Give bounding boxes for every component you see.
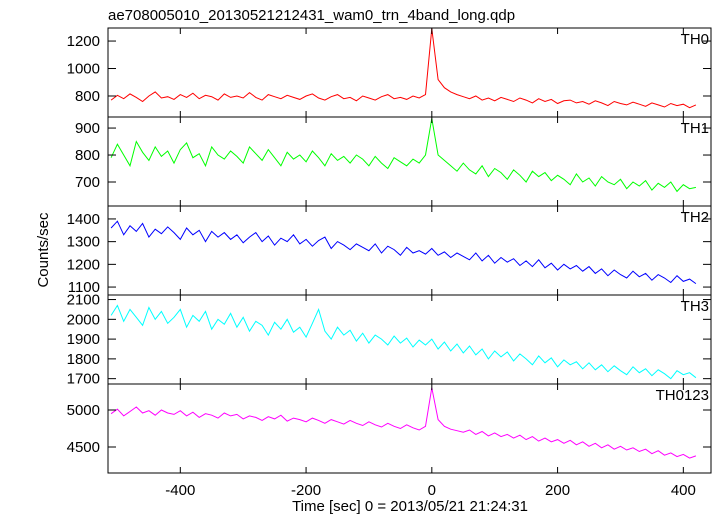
x-axis-label: Time [sec] 0 = 2013/05/21 21:24:31 bbox=[292, 498, 528, 515]
panel-label: TH2 bbox=[681, 209, 709, 226]
y-axis-label: Counts/sec bbox=[35, 212, 52, 288]
y-tick-label: 1800 bbox=[67, 351, 100, 368]
y-tick-label: 900 bbox=[75, 120, 100, 137]
light-curve bbox=[110, 304, 697, 380]
y-tick-label: 5000 bbox=[67, 402, 100, 419]
y-tick-label: 1200 bbox=[67, 33, 100, 50]
y-tick-label: 2100 bbox=[67, 292, 100, 309]
panel-label: TH0 bbox=[681, 31, 709, 48]
light-curve bbox=[110, 118, 697, 193]
light-curve bbox=[110, 28, 697, 109]
y-tick-label: 1000 bbox=[67, 61, 100, 78]
y-tick-label: 700 bbox=[75, 174, 100, 191]
y-tick-label: 1700 bbox=[67, 371, 100, 388]
y-tick-label: 1200 bbox=[67, 256, 100, 273]
panel-frame bbox=[107, 383, 712, 474]
y-tick-label: 1900 bbox=[67, 331, 100, 348]
y-tick-label: 2000 bbox=[67, 311, 100, 328]
y-tick-label: 800 bbox=[75, 147, 100, 164]
light-curve bbox=[110, 387, 697, 459]
panel-frame bbox=[107, 116, 712, 207]
x-tick-label: 400 bbox=[671, 482, 696, 499]
chart-title: ae708005010_20130521212431_wam0_trn_4ban… bbox=[108, 7, 515, 24]
x-tick-label: -400 bbox=[165, 482, 195, 499]
y-tick-label: 4500 bbox=[67, 439, 100, 456]
y-tick-label: 1400 bbox=[67, 211, 100, 228]
x-tick-label: 200 bbox=[545, 482, 570, 499]
panel-label: TH1 bbox=[681, 120, 709, 137]
x-tick-label: -200 bbox=[291, 482, 321, 499]
panel-label: TH0123 bbox=[656, 387, 709, 404]
x-tick-label: 0 bbox=[428, 482, 436, 499]
y-tick-label: 1300 bbox=[67, 234, 100, 251]
panel-label: TH3 bbox=[681, 298, 709, 315]
light-curve bbox=[110, 220, 697, 285]
y-tick-label: 1100 bbox=[68, 279, 100, 296]
y-tick-label: 800 bbox=[75, 88, 100, 105]
